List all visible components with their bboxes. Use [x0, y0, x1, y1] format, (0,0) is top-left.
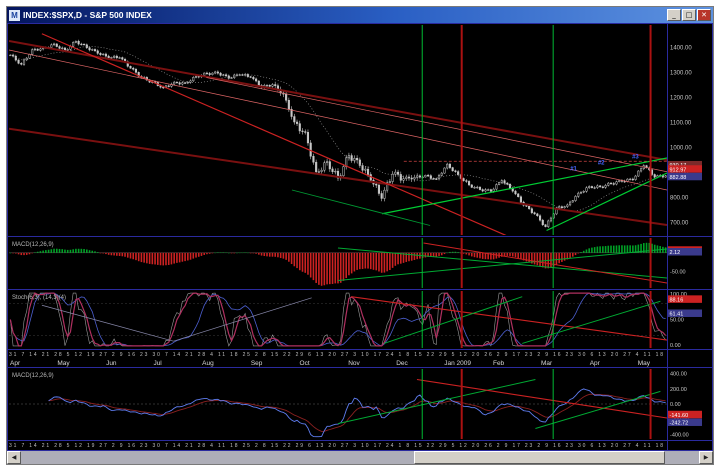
svg-text:88.16: 88.16	[670, 297, 684, 303]
svg-text:Jul: Jul	[153, 360, 162, 367]
svg-text:MACD(12,26,9): MACD(12,26,9)	[12, 373, 54, 379]
svg-text:882.88: 882.88	[670, 175, 687, 181]
svg-text:0.00: 0.00	[670, 402, 681, 408]
svg-text:0.00: 0.00	[670, 343, 681, 349]
minimize-button[interactable]: _	[667, 9, 681, 21]
svg-text:Dec: Dec	[396, 360, 408, 367]
svg-text:Apr: Apr	[10, 360, 21, 367]
svg-text:Stoch(6,3), (14,3)(4): Stoch(6,3), (14,3)(4)	[12, 295, 66, 301]
svg-text:May: May	[57, 360, 70, 367]
window-controls: _ □ ✕	[667, 9, 711, 21]
svg-text:Nov: Nov	[348, 360, 360, 367]
svg-text:50.00: 50.00	[670, 318, 684, 324]
svg-text:400.00: 400.00	[670, 372, 687, 378]
svg-text:200.00: 200.00	[670, 387, 687, 393]
svg-text:Sep: Sep	[251, 360, 263, 367]
svg-text:-50.00: -50.00	[670, 269, 686, 275]
svg-text:MACD(12,26,9): MACD(12,26,9)	[12, 242, 54, 248]
svg-text:Jan 2009: Jan 2009	[444, 360, 471, 367]
scrollbar-thumb[interactable]	[414, 451, 666, 464]
window-titlebar[interactable]: M INDEX:$SPX,D - S&P 500 INDEX _ □ ✕	[7, 7, 713, 23]
svg-text:#2: #2	[598, 160, 605, 166]
window-title: INDEX:$SPX,D - S&P 500 INDEX	[23, 10, 152, 20]
horizontal-scrollbar[interactable]: ◀ ▶	[7, 451, 713, 464]
scroll-left-button[interactable]: ◀	[7, 451, 21, 464]
app-icon: M	[9, 9, 20, 21]
svg-text:800.00: 800.00	[670, 196, 689, 202]
svg-text:1200.00: 1200.00	[670, 96, 692, 102]
svg-text:61.41: 61.41	[670, 311, 684, 317]
scroll-right-button[interactable]: ▶	[699, 451, 713, 464]
chart-window: M INDEX:$SPX,D - S&P 500 INDEX _ □ ✕ #1 #…	[6, 6, 714, 465]
svg-text:-242.72: -242.72	[670, 420, 689, 426]
svg-text:2.12: 2.12	[670, 250, 681, 256]
svg-text:Feb: Feb	[493, 360, 505, 367]
svg-text:May: May	[638, 360, 651, 367]
scrollbar-track[interactable]	[21, 451, 699, 464]
svg-text:-400.00: -400.00	[670, 432, 689, 438]
svg-text:100.00: 100.00	[670, 292, 687, 298]
svg-text:1100.00: 1100.00	[670, 121, 692, 127]
price-chart-canvas[interactable]: #1 #2 #3 1400.00 1300.00 1200.00 1100.00 1000.0…	[7, 23, 713, 451]
svg-text:1400.00: 1400.00	[670, 46, 692, 52]
svg-text:Oct: Oct	[300, 360, 310, 367]
restore-button[interactable]: □	[682, 9, 696, 21]
svg-text:700.00: 700.00	[670, 221, 689, 227]
svg-text:#3: #3	[632, 155, 639, 161]
svg-text:-141.60: -141.60	[670, 413, 689, 419]
svg-text:1300.00: 1300.00	[670, 71, 692, 77]
close-button[interactable]: ✕	[697, 9, 711, 21]
svg-text:912.97: 912.97	[670, 167, 687, 173]
svg-text:Aug: Aug	[202, 360, 214, 367]
svg-text:Apr: Apr	[590, 360, 601, 367]
svg-text:1000.00: 1000.00	[670, 146, 692, 152]
svg-text:Mar: Mar	[541, 360, 553, 367]
svg-text:Jun: Jun	[106, 360, 117, 367]
svg-text:#1: #1	[570, 167, 577, 173]
